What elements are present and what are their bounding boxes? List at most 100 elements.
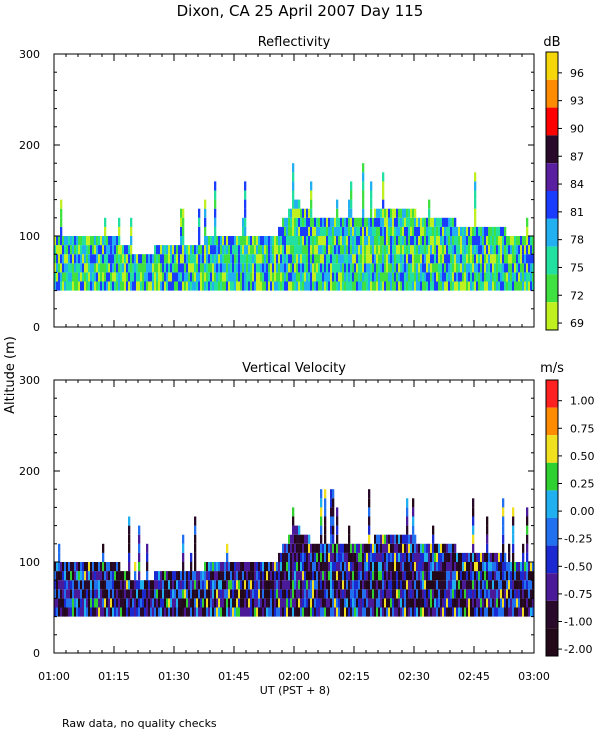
echo-cell (428, 226, 431, 236)
echo-cell (298, 525, 301, 535)
echo-cell (206, 263, 209, 273)
echo-cell (454, 562, 457, 572)
echo-cell (504, 580, 507, 590)
echo-cell (522, 562, 525, 572)
echo-cell (200, 607, 203, 617)
echo-cell (478, 226, 481, 236)
echo-cell (152, 254, 155, 264)
echo-cell (288, 208, 291, 218)
echo-cell (288, 562, 291, 572)
echo-cell (458, 263, 461, 273)
echo-cell (422, 580, 425, 590)
echo-cell (228, 236, 231, 246)
echo-cell (268, 254, 271, 264)
echo-cell (212, 254, 215, 264)
echo-cell (130, 254, 133, 264)
echo-cell (382, 543, 385, 553)
echo-cell (82, 245, 85, 255)
echo-cell (244, 571, 247, 581)
echo-cell (496, 226, 499, 236)
echo-cell (280, 580, 283, 590)
echo-cell (302, 580, 305, 590)
echo-cell (424, 543, 427, 553)
echo-cell (98, 598, 101, 608)
echo-cell (384, 217, 387, 227)
echo-cell (332, 263, 335, 273)
echo-cell (206, 254, 209, 264)
echo-cell (490, 607, 493, 617)
echo-cell (66, 263, 69, 273)
echo-cell (80, 254, 83, 264)
echo-cell (84, 607, 87, 617)
echo-cell (224, 272, 227, 282)
echo-cell (292, 236, 295, 246)
echo-cell (70, 589, 73, 599)
echo-cell (236, 263, 239, 273)
echo-cell (172, 571, 175, 581)
echo-cell (192, 272, 195, 282)
echo-cell (210, 254, 213, 264)
echo-cell (446, 552, 449, 562)
echo-cell (412, 571, 415, 581)
echo-cell (180, 208, 183, 218)
echo-cell (466, 263, 469, 273)
echo-cell (114, 580, 117, 590)
echo-cell (176, 607, 179, 617)
echo-cell (62, 607, 65, 617)
echo-cell (258, 254, 261, 264)
echo-cell (518, 281, 521, 291)
echo-cell (112, 263, 115, 273)
echo-cell (406, 525, 409, 535)
echo-cell (412, 272, 415, 282)
echo-cell (314, 254, 317, 264)
echo-cell (302, 226, 305, 236)
echo-cell (242, 217, 245, 227)
echo-cell (462, 236, 465, 246)
echo-cell (110, 571, 113, 581)
echo-cell (486, 516, 489, 526)
echo-cell (246, 254, 249, 264)
echo-cell (488, 236, 491, 246)
echo-cell (316, 272, 319, 282)
echo-cell (448, 589, 451, 599)
echo-cell (70, 263, 73, 273)
echo-cell (416, 552, 419, 562)
echo-cell (376, 598, 379, 608)
echo-cell (404, 217, 407, 227)
echo-cell (296, 607, 299, 617)
echo-cell (280, 281, 283, 291)
echo-cell (268, 272, 271, 282)
echo-cell (194, 516, 197, 526)
echo-cell (370, 254, 373, 264)
echo-cell (488, 245, 491, 255)
echo-cell (286, 571, 289, 581)
echo-cell (86, 562, 89, 572)
echo-cell (262, 589, 265, 599)
echo-cell (308, 534, 311, 544)
echo-cell (416, 236, 419, 246)
echo-cell (486, 552, 489, 562)
echo-cell (378, 543, 381, 553)
echo-cell (224, 580, 227, 590)
echo-cell (58, 552, 61, 562)
echo-cell (396, 598, 399, 608)
x-tick-label: 02:00 (278, 670, 310, 683)
echo-cell (278, 272, 281, 282)
echo-cell (448, 281, 451, 291)
echo-cell (398, 589, 401, 599)
echo-cell (274, 263, 277, 273)
echo-cell (416, 245, 419, 255)
echo-cell (274, 580, 277, 590)
echo-cell (364, 543, 367, 553)
echo-cell (486, 580, 489, 590)
echo-cell (528, 254, 531, 264)
echo-cell (202, 571, 205, 581)
echo-cell (290, 562, 293, 572)
echo-cell (68, 562, 71, 572)
echo-cell (400, 208, 403, 218)
echo-cell (112, 607, 115, 617)
echo-cell (356, 580, 359, 590)
echo-cell (326, 254, 329, 264)
echo-cell (370, 281, 373, 291)
echo-cell (254, 263, 257, 273)
